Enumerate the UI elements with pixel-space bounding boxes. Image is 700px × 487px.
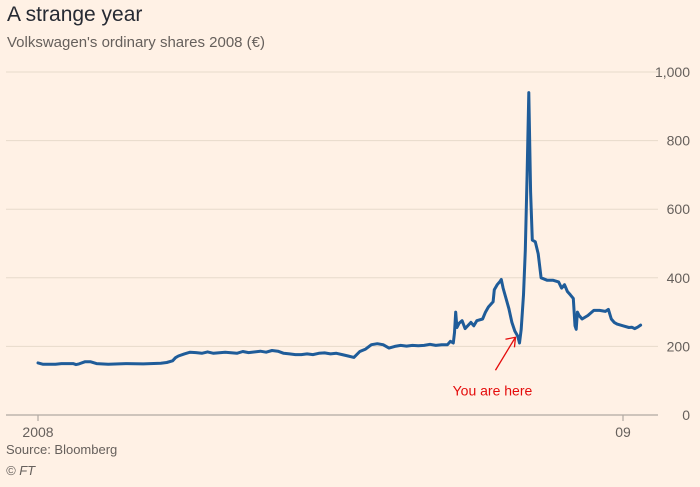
annotation-arrowhead <box>505 336 517 348</box>
copyright-note: © FT <box>6 463 36 478</box>
y-tick-label: 200 <box>667 338 691 354</box>
grid-layer <box>6 71 658 416</box>
series-layer <box>36 91 643 367</box>
y-tick-label: 0 <box>682 407 690 423</box>
annotation-arrow <box>494 336 517 371</box>
chart-title: A strange year <box>7 3 143 26</box>
y-tick-label: 600 <box>667 201 691 217</box>
chart-subtitle: Volkswagen's ordinary shares 2008 (€) <box>7 34 266 51</box>
source-note: Source: Bloomberg <box>6 442 118 457</box>
annotation-layer: You are here <box>453 336 533 398</box>
series-line <box>36 91 643 367</box>
y-tick-label: 1,000 <box>655 64 690 80</box>
y-tick-label: 400 <box>667 270 691 286</box>
x-tick-label: 2008 <box>22 424 53 440</box>
y-tick-label: 800 <box>667 133 691 149</box>
axis-layer: 0 200 400 600 800 1,000 2008 09 <box>22 64 690 440</box>
annotation-label: You are here <box>453 382 533 398</box>
x-tick-label: 09 <box>615 424 631 440</box>
